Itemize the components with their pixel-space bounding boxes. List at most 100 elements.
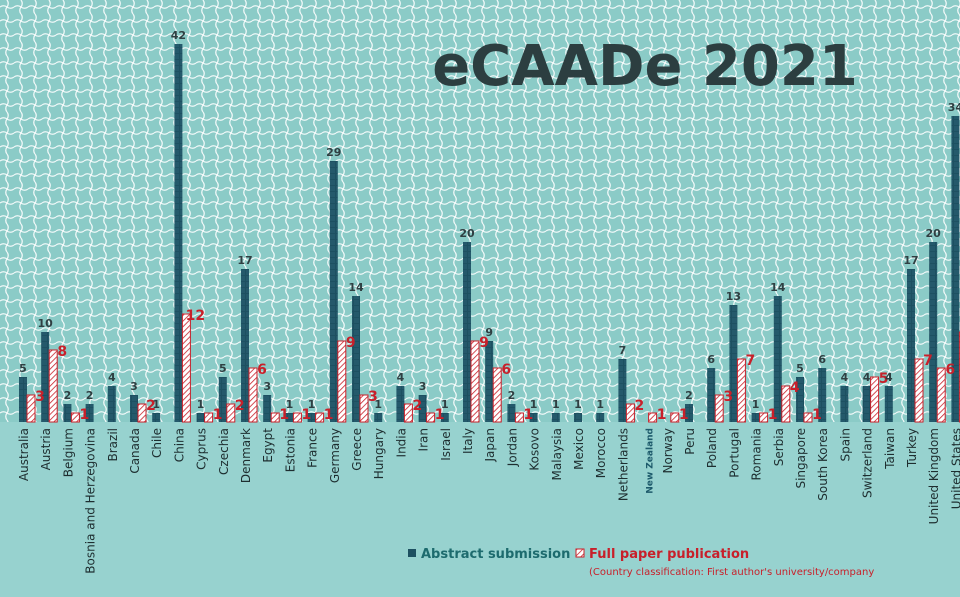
bar-full-paper-portugal — [736, 358, 746, 423]
tick-label-norway: Norway — [661, 428, 675, 474]
tick-label-iran: Iran — [417, 428, 431, 451]
label-full-paper-italy: 9 — [479, 335, 489, 351]
label-full-paper-switzerland: 5 — [879, 371, 889, 387]
label-full-paper-china: 12 — [186, 308, 205, 324]
label-abstract-japan: 9 — [485, 326, 493, 339]
tick-label-netherlands: Netherlands — [616, 428, 630, 501]
tick-label-jordan: Jordan — [505, 428, 519, 467]
bar-abstract-taiwan — [884, 386, 893, 422]
bar-full-paper-turkey — [914, 358, 924, 423]
bar-full-paper-iran — [426, 412, 436, 423]
bar-full-paper-norway — [670, 412, 680, 423]
bar-abstract-estonia — [285, 413, 294, 422]
label-abstract-kosovo: 1 — [530, 398, 538, 411]
label-abstract-united-states: 34 — [948, 101, 960, 114]
label-full-paper-egypt: 1 — [279, 407, 289, 423]
bar-abstract-turkey — [907, 269, 915, 422]
tick-label-serbia: Serbia — [772, 428, 786, 466]
bar-full-paper-canada — [137, 403, 147, 423]
bar-abstract-morocco — [596, 413, 605, 422]
label-full-paper-greece: 3 — [368, 389, 378, 405]
tick-label-japan: Japan — [483, 428, 497, 462]
label-abstract-denmark: 17 — [237, 254, 252, 267]
bar-abstract-greece — [352, 296, 360, 422]
bar-abstract-china — [174, 44, 183, 422]
tick-label-portugal: Portugal — [727, 428, 741, 478]
bar-full-paper-poland — [714, 394, 724, 423]
tick-label-poland: Poland — [705, 428, 719, 468]
tick-label-china: China — [172, 428, 186, 462]
label-abstract-austria: 10 — [38, 317, 54, 330]
chart-title: eCAADe 2021 — [432, 34, 858, 99]
tick-label-brazil: Brazil — [106, 428, 120, 462]
label-abstract-united-kingdom: 20 — [926, 227, 942, 240]
label-abstract-bosnia-and-herzegovina: 2 — [86, 389, 94, 402]
bar-abstract-south-korea — [818, 368, 827, 422]
mesh-background — [0, 0, 960, 422]
bar-full-paper-france — [315, 412, 325, 423]
tick-label-australia: Australia — [17, 428, 31, 481]
label-abstract-romania: 1 — [752, 398, 760, 411]
label-full-paper-romania: 1 — [768, 407, 778, 423]
bar-abstract-iran — [418, 395, 427, 422]
label-abstract-cyprus: 1 — [197, 398, 205, 411]
label-full-paper-denmark: 6 — [257, 362, 267, 378]
label-abstract-australia: 5 — [19, 362, 27, 375]
legend-abstract-swatch — [408, 549, 416, 557]
tick-label-italy: Italy — [461, 428, 475, 454]
bar-abstract-romania — [751, 413, 760, 422]
label-abstract-hungary: 1 — [374, 398, 382, 411]
label-abstract-peru: 2 — [685, 389, 693, 402]
bar-full-paper-egypt — [270, 412, 280, 423]
bar-abstract-denmark — [241, 269, 249, 422]
legend-full-paper-swatch — [575, 548, 585, 558]
bar-abstract-japan — [485, 341, 494, 422]
label-abstract-brazil: 4 — [108, 371, 116, 384]
bar-full-paper-denmark — [248, 367, 258, 423]
bar-abstract-australia — [19, 377, 27, 422]
label-abstract-china: 42 — [171, 29, 186, 42]
tick-label-united-states: United States — [949, 428, 960, 509]
tick-label-egypt: Egypt — [261, 428, 275, 463]
bar-full-paper-australia — [26, 394, 36, 423]
label-abstract-belgium: 2 — [64, 389, 72, 402]
bar-abstract-france — [307, 413, 316, 422]
tick-label-cyprus: Cyprus — [195, 428, 209, 470]
bar-abstract-switzerland — [862, 386, 871, 422]
label-abstract-taiwan: 4 — [885, 371, 893, 384]
tick-label-switzerland: Switzerland — [861, 428, 875, 498]
bar-abstract-bosnia-and-herzegovina — [85, 404, 94, 422]
tick-label-new-zealand: New Zealand — [646, 428, 656, 494]
tick-label-greece: Greece — [350, 428, 364, 471]
label-full-paper-czechia: 2 — [235, 398, 245, 414]
bar-full-paper-switzerland — [870, 376, 880, 423]
label-full-paper-netherlands: 2 — [635, 398, 645, 414]
bar-full-paper-japan — [492, 367, 502, 423]
bar-full-paper-serbia — [781, 385, 791, 423]
label-abstract-mexico: 1 — [574, 398, 582, 411]
lower-band — [0, 422, 960, 597]
label-abstract-canada: 3 — [130, 380, 138, 393]
label-abstract-jordan: 2 — [508, 389, 516, 402]
tick-label-austria: Austria — [39, 428, 53, 470]
bar-full-paper-new-zealand — [648, 412, 658, 423]
tick-label-turkey: Turkey — [905, 428, 919, 468]
tick-label-estonia: Estonia — [283, 428, 297, 472]
bar-full-paper-jordan — [514, 412, 524, 423]
bar-full-paper-china — [181, 313, 191, 423]
label-abstract-czechia: 5 — [219, 362, 227, 375]
label-full-paper-estonia: 1 — [302, 407, 312, 423]
tick-label-chile: Chile — [150, 428, 164, 458]
bar-full-paper-singapore — [803, 412, 813, 423]
tick-label-canada: Canada — [128, 428, 142, 474]
label-abstract-spain: 4 — [841, 371, 849, 384]
bars-layer — [19, 44, 960, 423]
label-abstract-india: 4 — [397, 371, 405, 384]
bar-abstract-malaysia — [551, 413, 560, 422]
label-full-paper-germany: 9 — [346, 335, 356, 351]
label-abstract-serbia: 14 — [770, 281, 786, 294]
tick-label-czechia: Czechia — [217, 428, 231, 475]
bar-full-paper-greece — [359, 394, 369, 423]
